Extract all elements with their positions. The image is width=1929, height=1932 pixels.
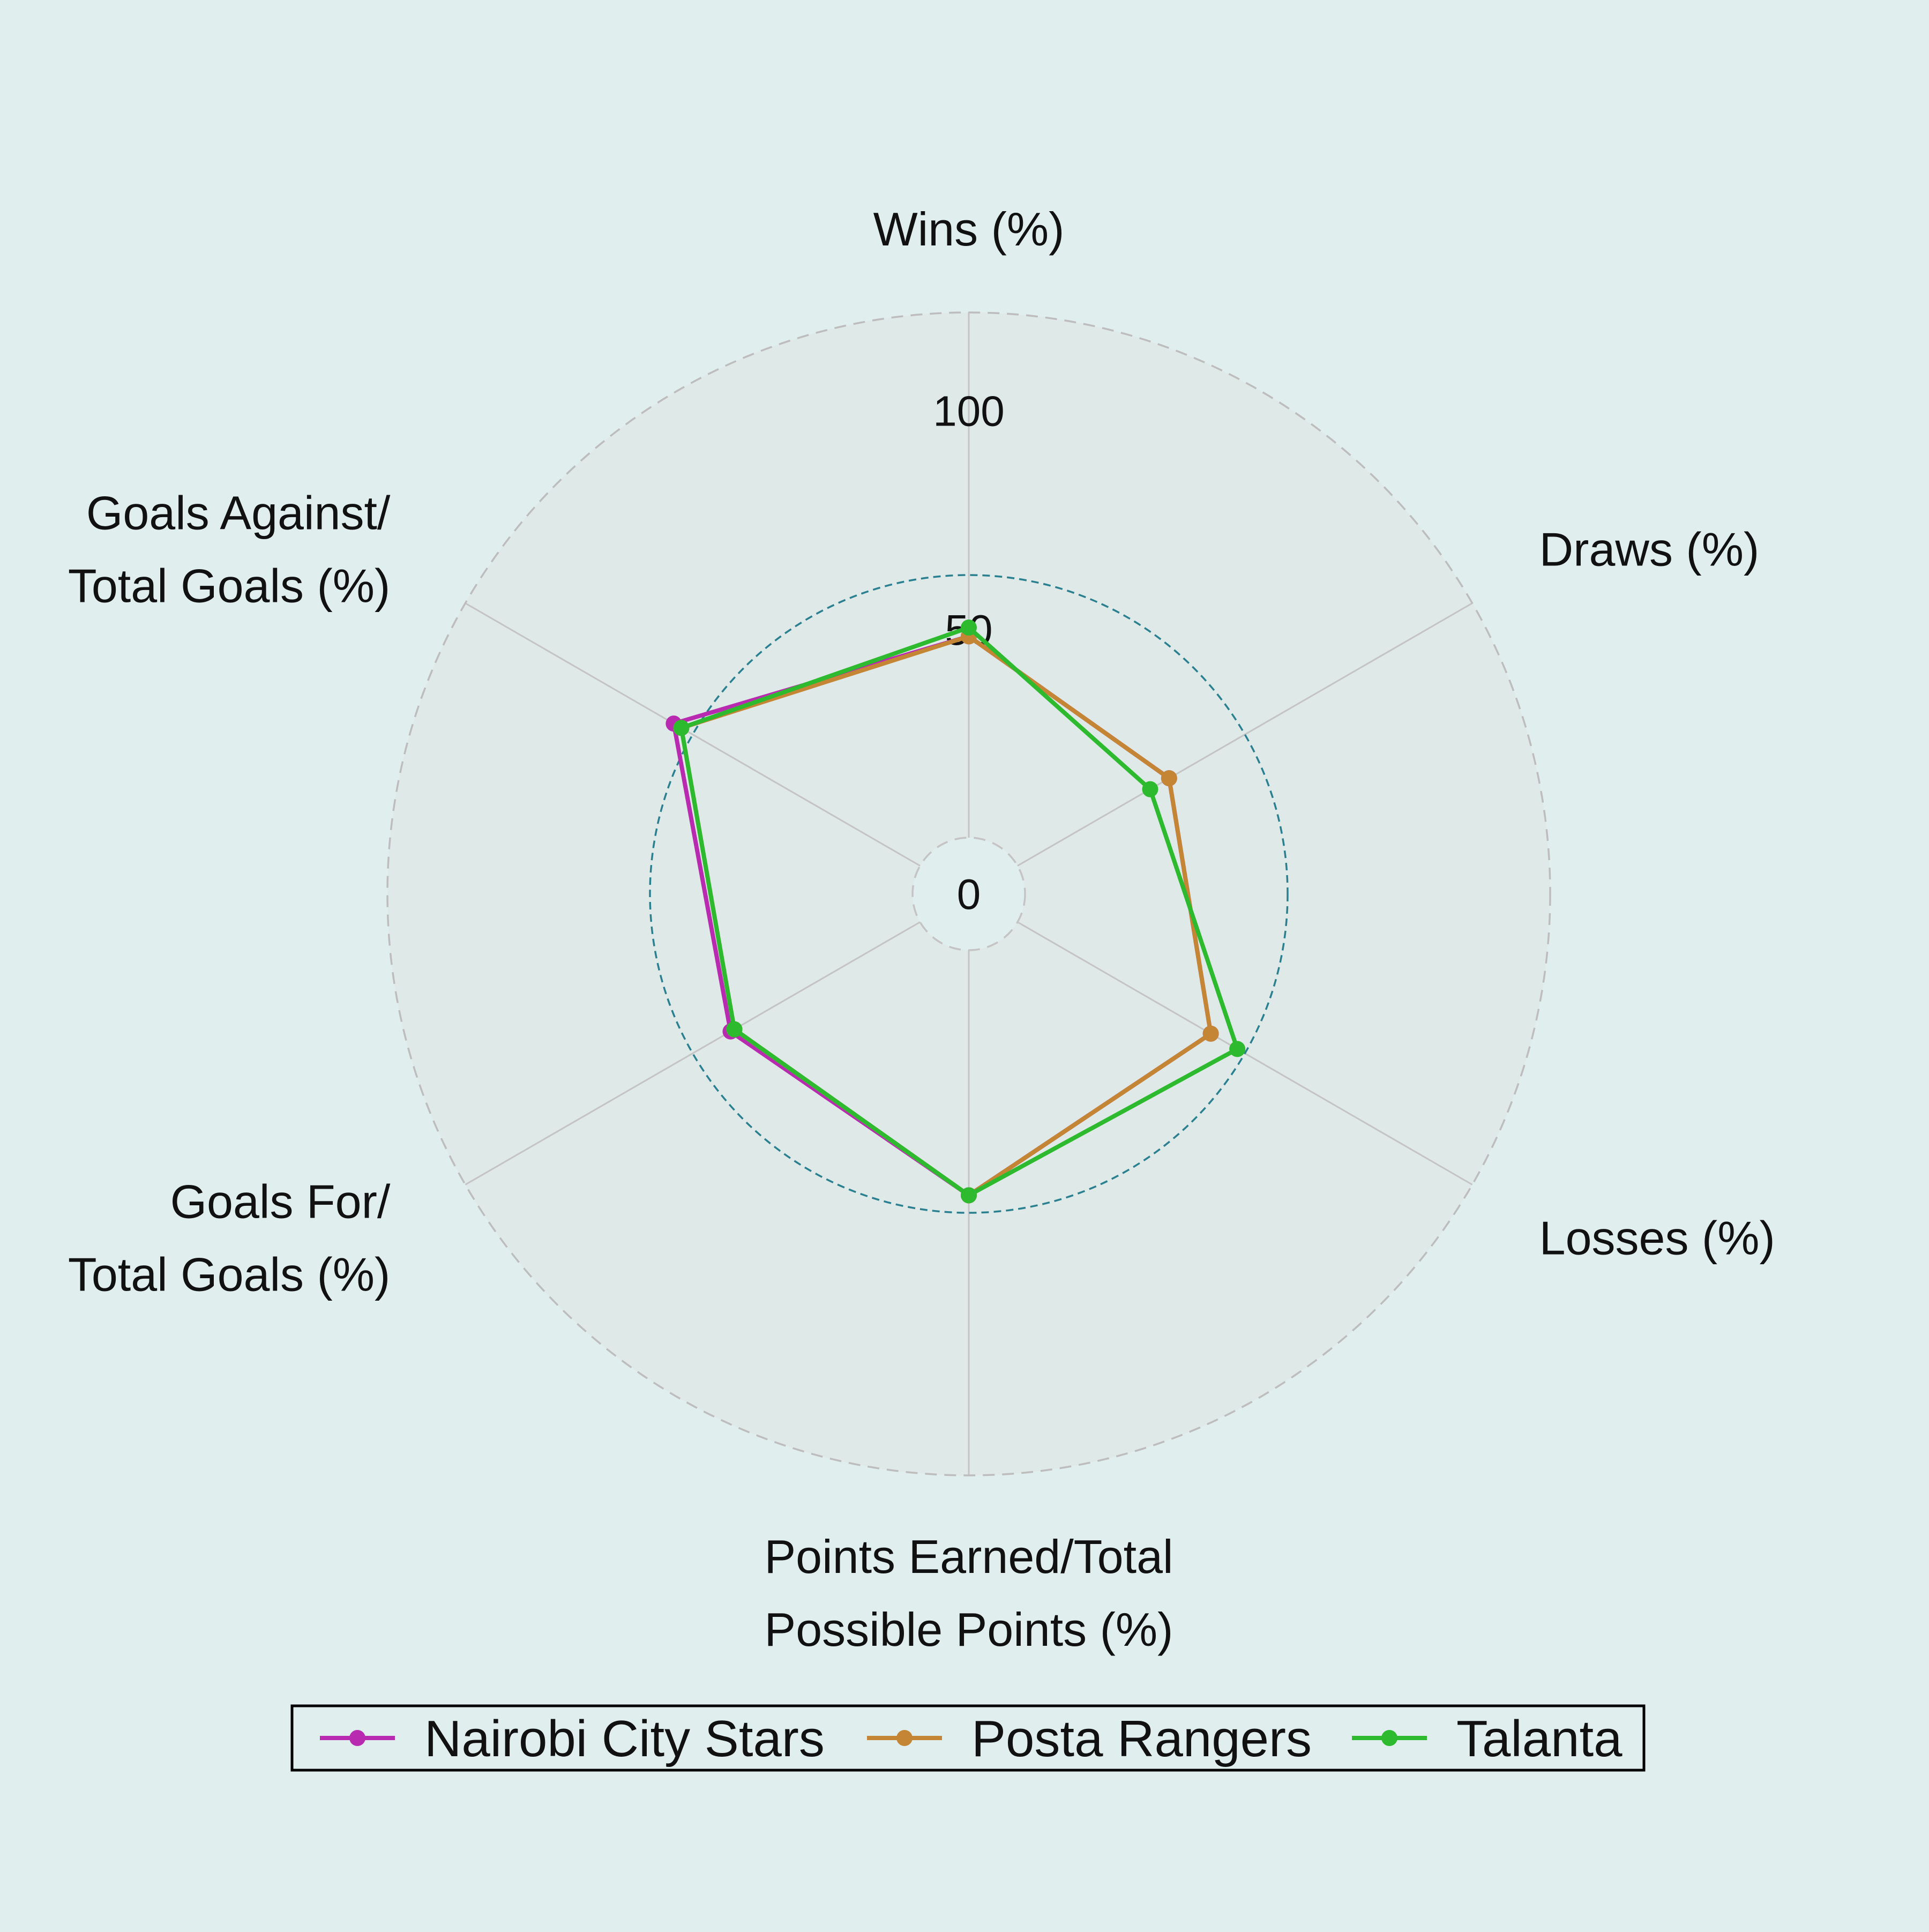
legend-swatch-marker xyxy=(896,1730,913,1746)
radar-grid xyxy=(387,312,1550,1475)
axis-label: Goals Against/ xyxy=(86,487,391,540)
axis-label: Possible Points (%) xyxy=(765,1603,1173,1656)
outer-ring xyxy=(386,311,1551,1476)
legend-label: Posta Rangers xyxy=(971,1710,1312,1767)
spoke-line xyxy=(465,921,921,1185)
radial-tick-label: 0 xyxy=(957,870,981,918)
radar-rings xyxy=(386,311,1551,1476)
axis-label: Losses (%) xyxy=(1539,1212,1775,1265)
series-layer xyxy=(666,620,1246,1204)
legend-swatch-marker xyxy=(1381,1730,1397,1746)
axis-label: Draws (%) xyxy=(1539,523,1760,576)
series-3 xyxy=(673,620,1246,1204)
radial-tick-labels: 050100 xyxy=(933,387,1004,918)
legend-swatch-marker xyxy=(349,1730,365,1746)
axis-label: Wins (%) xyxy=(873,203,1065,256)
data-point xyxy=(1161,770,1177,787)
ring-50 xyxy=(649,574,1289,1214)
data-point xyxy=(961,620,977,636)
axis-label: Goals For/ xyxy=(170,1175,391,1228)
data-point xyxy=(1142,781,1158,797)
data-point xyxy=(726,1021,743,1038)
data-point xyxy=(1202,1025,1219,1042)
inner-ring xyxy=(911,837,1026,951)
legend: Nairobi City Stars Posta Rangers Talanta xyxy=(290,1704,1646,1772)
axis-label: Total Goals (%) xyxy=(68,560,391,613)
data-point xyxy=(961,1187,977,1204)
data-point xyxy=(1229,1041,1246,1057)
axis-label: Points Earned/Total xyxy=(764,1530,1173,1583)
data-point xyxy=(673,720,690,736)
legend-label: Talanta xyxy=(1456,1710,1623,1767)
spoke-line xyxy=(1017,602,1473,867)
axis-label: Total Goals (%) xyxy=(68,1248,391,1301)
radar-spokes xyxy=(465,312,1473,1475)
radial-tick-label: 100 xyxy=(933,387,1004,435)
polar-background xyxy=(387,312,1550,1475)
legend-label: Nairobi City Stars xyxy=(424,1710,825,1767)
spoke-line xyxy=(465,602,921,867)
axis-labels: Wins (%) Draws (%) Losses (%) Points Earned… xyxy=(68,203,1775,1656)
